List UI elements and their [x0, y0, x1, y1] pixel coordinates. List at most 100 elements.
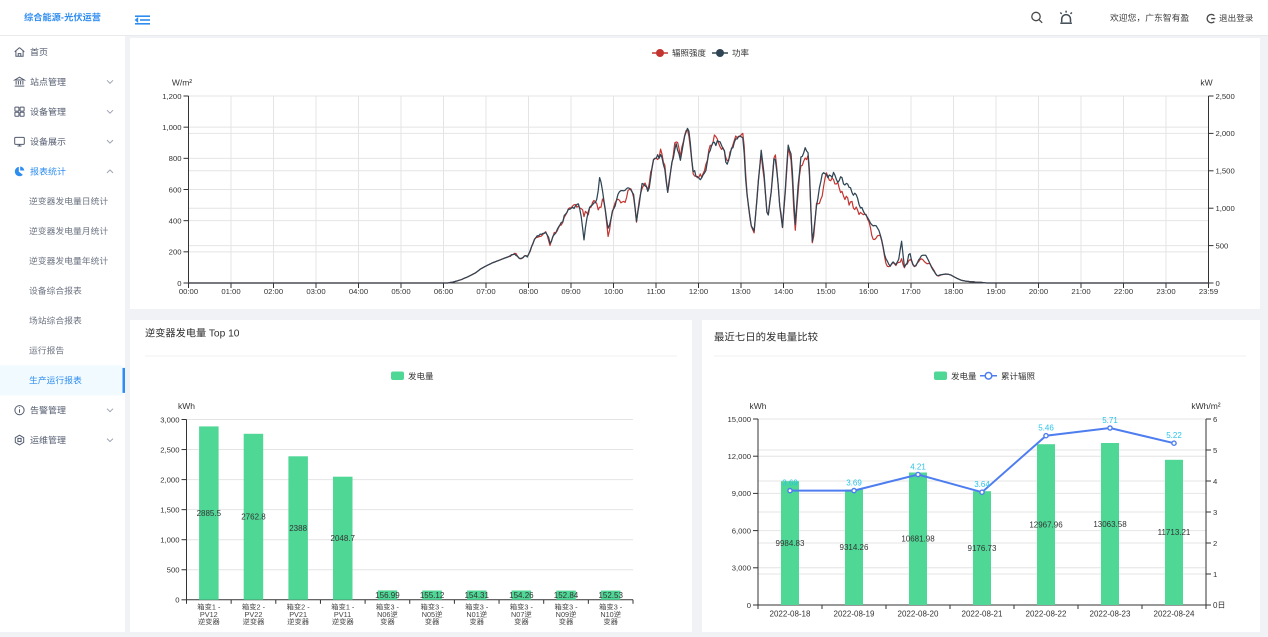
svg-text:9314.26: 9314.26 — [840, 543, 869, 552]
svg-text:PV11: PV11 — [334, 610, 351, 619]
svg-text:09:00: 09:00 — [561, 287, 580, 296]
svg-text:800: 800 — [169, 154, 182, 163]
svg-text:19:00: 19:00 — [986, 287, 1005, 296]
svg-text:13:00: 13:00 — [731, 287, 750, 296]
svg-text:W/m²: W/m² — [172, 78, 192, 88]
svg-text:PV22: PV22 — [245, 610, 263, 619]
svg-text:-: - — [61, 13, 64, 23]
svg-text:0: 0 — [747, 601, 751, 610]
svg-text:kW: kW — [1200, 78, 1212, 88]
svg-text:2022-08-21: 2022-08-21 — [962, 610, 1003, 619]
svg-text:kWh: kWh — [178, 401, 195, 411]
svg-text:155.12: 155.12 — [420, 591, 445, 600]
svg-text:05:00: 05:00 — [391, 287, 410, 296]
svg-text:PV21: PV21 — [289, 610, 307, 619]
svg-text:Top 10: Top 10 — [206, 329, 240, 340]
svg-text:N06: N06 — [377, 610, 390, 619]
svg-text:0: 0 — [177, 279, 181, 288]
svg-text:N05: N05 — [422, 610, 435, 619]
svg-text:3.64: 3.64 — [974, 480, 990, 489]
svg-text:154.31: 154.31 — [464, 591, 489, 600]
svg-text:PV12: PV12 — [200, 610, 218, 619]
svg-text:2,500: 2,500 — [160, 445, 179, 454]
svg-text:15,000: 15,000 — [727, 415, 751, 424]
svg-text:0: 0 — [175, 596, 179, 605]
svg-text:21:00: 21:00 — [1071, 287, 1090, 296]
svg-text:5.22: 5.22 — [1166, 431, 1182, 440]
svg-text:2022-08-23: 2022-08-23 — [1090, 610, 1131, 619]
svg-text:12,000: 12,000 — [727, 452, 751, 461]
svg-text:1,500: 1,500 — [160, 505, 179, 514]
svg-text:2,000: 2,000 — [1216, 129, 1235, 138]
svg-text:23:00: 23:00 — [1156, 287, 1175, 296]
svg-text:3.69: 3.69 — [782, 478, 798, 487]
svg-text:600: 600 — [169, 185, 182, 194]
svg-text:1,000: 1,000 — [160, 536, 179, 545]
svg-text:4.21: 4.21 — [910, 462, 926, 471]
svg-text:15:00: 15:00 — [816, 287, 835, 296]
svg-text:1,500: 1,500 — [1216, 167, 1235, 176]
svg-text:1: 1 — [1213, 570, 1217, 579]
svg-text:06:00: 06:00 — [434, 287, 453, 296]
svg-text:9176.73: 9176.73 — [968, 544, 997, 553]
svg-text:3 -: 3 - — [435, 603, 444, 612]
svg-text:03:00: 03:00 — [306, 287, 325, 296]
svg-text:5.71: 5.71 — [1102, 416, 1118, 425]
svg-text:5.46: 5.46 — [1038, 424, 1054, 433]
svg-text:2: 2 — [1213, 539, 1217, 548]
svg-text:10681.98: 10681.98 — [901, 535, 935, 544]
svg-text:08:00: 08:00 — [519, 287, 538, 296]
svg-text:12:00: 12:00 — [689, 287, 708, 296]
svg-text:07:00: 07:00 — [476, 287, 495, 296]
svg-text:152.84: 152.84 — [554, 591, 579, 600]
svg-text:N09: N09 — [556, 610, 569, 619]
svg-text:2 -: 2 - — [257, 603, 266, 612]
svg-text:3 -: 3 - — [524, 603, 533, 612]
svg-text:04:00: 04:00 — [349, 287, 368, 296]
svg-text:3,000: 3,000 — [160, 415, 179, 424]
svg-text:00:00: 00:00 — [179, 287, 198, 296]
svg-text:2885.5: 2885.5 — [197, 509, 222, 518]
svg-text:18:00: 18:00 — [944, 287, 963, 296]
svg-text:N10: N10 — [600, 610, 613, 619]
svg-text:3 -: 3 - — [614, 603, 623, 612]
svg-text:0: 0 — [1216, 279, 1220, 288]
svg-text:3 -: 3 - — [569, 603, 578, 612]
svg-text:10:00: 10:00 — [604, 287, 623, 296]
svg-text:3: 3 — [1213, 508, 1217, 517]
svg-text:2388: 2388 — [289, 524, 307, 533]
svg-text:12967.96: 12967.96 — [1029, 520, 1063, 529]
svg-text:200: 200 — [169, 248, 182, 257]
svg-text:5: 5 — [1213, 446, 1217, 455]
svg-text:22:00: 22:00 — [1114, 287, 1133, 296]
svg-text:3 -: 3 - — [390, 603, 399, 612]
svg-text:1,000: 1,000 — [162, 123, 181, 132]
svg-text:1 -: 1 - — [346, 603, 355, 612]
svg-text:6,000: 6,000 — [732, 526, 751, 535]
svg-text:154.26: 154.26 — [509, 591, 534, 600]
svg-text:kWh/m²: kWh/m² — [1191, 401, 1220, 411]
svg-text:3 -: 3 - — [480, 603, 489, 612]
svg-text:152.53: 152.53 — [598, 591, 623, 600]
svg-text:400: 400 — [169, 216, 182, 225]
svg-text:N01: N01 — [466, 610, 479, 619]
svg-text:3.69: 3.69 — [846, 478, 862, 487]
svg-text:kWh: kWh — [750, 401, 767, 411]
svg-text:11:00: 11:00 — [647, 287, 666, 296]
svg-text:2022-08-22: 2022-08-22 — [1026, 610, 1067, 619]
svg-text:6: 6 — [1213, 415, 1217, 424]
svg-text:156.99: 156.99 — [375, 591, 400, 600]
svg-text:13063.58: 13063.58 — [1093, 520, 1127, 529]
svg-text:14:00: 14:00 — [774, 287, 793, 296]
svg-text:2022-08-18: 2022-08-18 — [770, 610, 811, 619]
svg-text:23:59: 23:59 — [1199, 287, 1218, 296]
svg-text:2022-08-24: 2022-08-24 — [1154, 610, 1195, 619]
svg-text:0: 0 — [1213, 601, 1218, 610]
svg-text:2,000: 2,000 — [160, 475, 179, 484]
svg-text:16:00: 16:00 — [859, 287, 878, 296]
svg-text:9984.83: 9984.83 — [776, 539, 805, 548]
svg-text:4: 4 — [1213, 477, 1218, 486]
svg-text:2022-08-20: 2022-08-20 — [898, 610, 939, 619]
svg-text:2 -: 2 - — [301, 603, 310, 612]
svg-text:9,000: 9,000 — [732, 489, 751, 498]
